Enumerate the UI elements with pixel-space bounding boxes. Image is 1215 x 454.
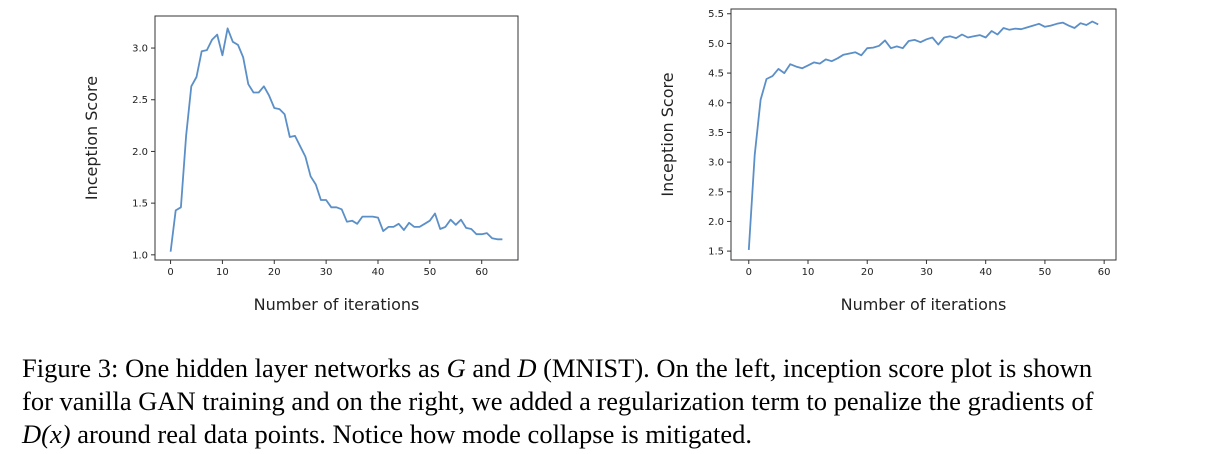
x-tick-label: 20 [268, 267, 281, 278]
right-inception-score-chart: 0 10 20 30 40 50 60 1.5 2.0 2.5 3.0 3.5 4.0 4.5 5.0 5.5… [658, 8, 1117, 314]
caption-math-d: D [517, 353, 537, 383]
x-tick-label: 30 [920, 267, 933, 278]
y-tick-label: 4.0 [708, 98, 724, 109]
y-tick-label: 1.5 [132, 199, 148, 210]
x-tick-label: 60 [475, 267, 488, 278]
x-tick-label: 0 [167, 267, 173, 278]
y-tick-label: 2.5 [708, 187, 724, 198]
y-tick-label: 1.0 [132, 250, 148, 261]
caption-math-dx: D(x) [22, 419, 71, 449]
y-tick-label: 5.0 [708, 39, 724, 50]
series-line-0 [169, 27, 503, 252]
y-axis-label: Inception Score [82, 76, 101, 200]
plot-frame [730, 8, 1117, 261]
y-axis-label: Inception Score [658, 72, 677, 196]
y-tick-label: 3.0 [132, 44, 148, 55]
caption-text-1c: (MNIST). On the left, inception score pl… [536, 353, 1093, 383]
x-tick-label: 40 [372, 267, 385, 278]
y-tick-label: 3.0 [708, 158, 724, 169]
x-tick-label: 20 [861, 267, 874, 278]
y-tick-label: 3.5 [708, 128, 724, 139]
x-tick-label: 10 [802, 267, 815, 278]
y-tick-label: 2.0 [132, 147, 148, 158]
caption-math-g: G [446, 353, 466, 383]
figure-caption: Figure 3: One hidden layer networks as G… [22, 352, 1207, 451]
x-tick-label: 10 [216, 267, 229, 278]
x-tick-label: 50 [1039, 267, 1052, 278]
x-tick-label: 0 [746, 267, 752, 278]
y-tick-label: 5.5 [708, 9, 724, 20]
x-axis-label: Number of iterations [254, 295, 420, 314]
caption-text-2: for vanilla GAN training and on the righ… [22, 386, 1094, 416]
caption-figure-label: Figure 3: [22, 353, 119, 383]
caption-text-1a: One hidden layer networks as [125, 353, 447, 383]
x-tick-label: 40 [979, 267, 992, 278]
x-axis-label: Number of iterations [841, 295, 1007, 314]
caption-text-3: around real data points. Notice how mode… [70, 419, 753, 449]
x-tick-label: 60 [1098, 267, 1111, 278]
y-tick-label: 2.0 [708, 217, 724, 228]
y-tick-label: 2.5 [132, 95, 148, 106]
series-line-0 [747, 20, 1099, 250]
plot-frame [154, 15, 519, 261]
y-tick-label: 1.5 [708, 247, 724, 258]
left-inception-score-chart: 0 10 20 30 40 50 60 1.0 1.5 2.0 2.5 3.0 Number of it… [82, 15, 519, 314]
x-tick-label: 50 [423, 267, 436, 278]
x-tick-label: 30 [320, 267, 333, 278]
caption-text-1b: and [465, 353, 518, 383]
y-tick-label: 4.5 [708, 69, 724, 80]
